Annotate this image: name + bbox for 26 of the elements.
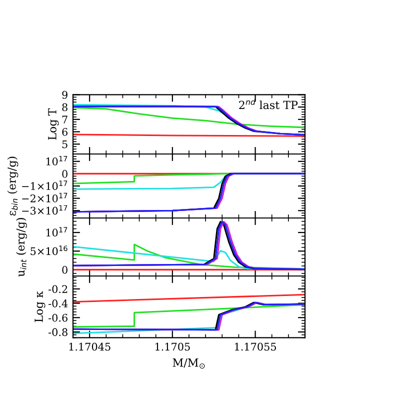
y-axis-title: Log T [48, 108, 59, 140]
y-tick-label: 6 [62, 128, 68, 136]
x-tick-label: 1.17055 [235, 342, 276, 351]
y-axis-title: Log κ [34, 291, 46, 322]
y-tick-label: -0.2 [48, 285, 68, 294]
x-axis-title: M/M$_{⊙}$ [172, 358, 205, 369]
y-tick-label: -0.8 [48, 328, 68, 336]
y-tick-label: 9 [62, 90, 68, 99]
y-tick-label: 0 [62, 170, 68, 178]
y-tick-label: 7 [62, 116, 68, 124]
annotation: 2$^{nd}$ last TP [239, 98, 298, 110]
y-tick-label: -0.4 [48, 299, 68, 308]
y-tick-label: 5×10$^{16}$ [30, 246, 68, 256]
x-tick-label: 1.17045 [69, 342, 110, 351]
y-tick-label: 0 [62, 266, 68, 274]
y-axis-title: ε$_{bin}$ (erg/g) [7, 156, 18, 216]
y-tick-label: 10$^{17}$ [46, 156, 68, 166]
y-axis-title: u$_{int}$ (erg/g) [16, 218, 27, 277]
y-tick-label: −1×10$^{17}$ [22, 180, 68, 190]
y-tick-label: 8 [62, 103, 68, 112]
y-tick-label: −2×10$^{17}$ [22, 192, 68, 202]
x-tick-label: 1.1705 [155, 342, 190, 351]
y-tick-label: 10$^{17}$ [46, 227, 68, 237]
y-tick-label: −3×10$^{17}$ [22, 205, 68, 215]
y-tick-label: -0.6 [48, 314, 68, 322]
y-tick-label: 5 [62, 140, 68, 148]
